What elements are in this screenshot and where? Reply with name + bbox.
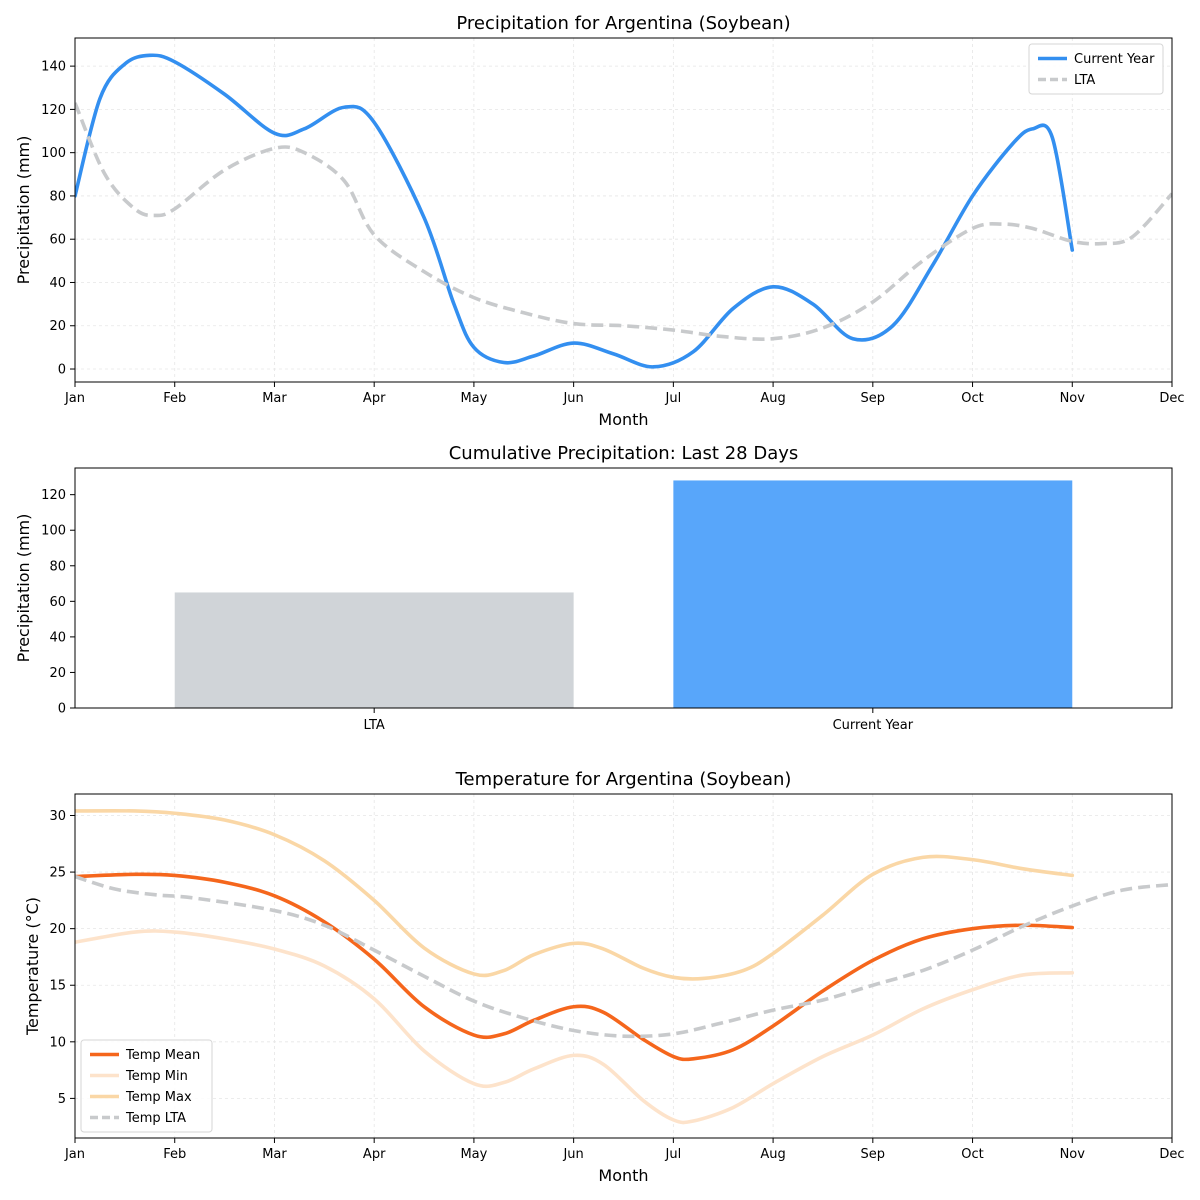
x-tick-label: Mar: [262, 391, 287, 406]
x-tick-label: Current Year: [833, 718, 914, 733]
x-tick-label: Dec: [1159, 391, 1184, 406]
legend-box: [80, 1039, 213, 1133]
x-tick-label: Apr: [363, 391, 386, 406]
legend: Temp Mean Temp Min Temp Max Temp LTA: [80, 1039, 213, 1133]
x-tick-label: Nov: [1060, 391, 1086, 406]
x-tick-label: Feb: [163, 1147, 186, 1162]
grid-lines: [74, 38, 1173, 382]
x-tick-label: Jan: [64, 1147, 85, 1162]
y-tick-label: 60: [49, 595, 66, 610]
x-tick-label: Apr: [363, 1147, 386, 1162]
series-line-lta: [75, 102, 1172, 342]
x-tick-label: Mar: [262, 1147, 287, 1162]
x-tick-label: Aug: [760, 1147, 785, 1162]
x-tick-label: Feb: [163, 391, 186, 406]
y-tick-label: 80: [49, 189, 66, 204]
legend-box: [1028, 43, 1164, 95]
series-line-current-year: [75, 53, 1075, 369]
y-tick-label: 100: [41, 524, 66, 539]
y-tick-label: 30: [49, 809, 66, 824]
x-tick-label: Dec: [1159, 1147, 1184, 1162]
series-group: [75, 53, 1172, 369]
x-tick-label: Oct: [961, 1147, 983, 1162]
x-tick-label: Jun: [562, 1147, 583, 1162]
x-axis-label: Month: [598, 1166, 648, 1185]
y-tick-label: 0: [58, 363, 66, 378]
plot-frame: [74, 467, 1173, 709]
y-tick-label: 120: [41, 488, 66, 503]
y-tick-label: 25: [49, 866, 66, 881]
legend-label: Current Year: [1074, 52, 1155, 67]
y-tick-label: 40: [49, 630, 66, 645]
x-axis-label: Month: [598, 410, 648, 429]
y-tick-label: 15: [49, 979, 66, 994]
y-tick-label: 20: [49, 922, 66, 937]
legend-label: Temp Max: [125, 1090, 192, 1105]
legend: Current Year LTA: [1028, 43, 1164, 95]
series-group: [75, 809, 1172, 1125]
x-tick-label: Jul: [665, 1147, 682, 1162]
y-tick-label: 120: [41, 103, 66, 118]
x-tick-label: Jun: [562, 391, 583, 406]
y-tick-label: 5: [58, 1092, 66, 1107]
series-line-temp-max: [75, 809, 1075, 981]
legend-label: Temp Mean: [125, 1048, 200, 1063]
x-tick-label: LTA: [364, 718, 385, 733]
x-tick-label: Jan: [64, 391, 85, 406]
x-tick-label: May: [460, 391, 487, 406]
y-tick-label: 60: [49, 233, 66, 248]
bar-current-year: [673, 480, 1073, 708]
bar-lta: [174, 592, 574, 708]
y-tick-label: 10: [49, 1035, 66, 1050]
series-line-temp-mean: [75, 872, 1075, 1062]
legend-label: Temp LTA: [125, 1111, 186, 1126]
legend-label: LTA: [1074, 73, 1095, 88]
x-tick-label: Nov: [1060, 1147, 1086, 1162]
x-tick-label: May: [460, 1147, 487, 1162]
chart-title: Precipitation for Argentina (Soybean): [456, 13, 790, 34]
x-tick-label: Sep: [861, 1147, 886, 1162]
y-tick-label: 100: [41, 146, 66, 161]
x-tick-label: Jul: [665, 391, 682, 406]
plot-frame: [74, 37, 1173, 383]
grid-lines: [74, 794, 1173, 1138]
y-tick-label: 0: [58, 702, 66, 717]
y-tick-label: 20: [49, 319, 66, 334]
y-tick-label: 140: [41, 60, 66, 75]
x-tick-label: Aug: [760, 391, 785, 406]
y-axis-label: Precipitation (mm): [14, 514, 33, 663]
y-axis-label: Temperature (°C): [23, 897, 42, 1036]
plot-frame: [74, 793, 1173, 1139]
series-line-temp-lta: [75, 874, 1172, 1039]
y-axis-label: Precipitation (mm): [14, 136, 33, 285]
chart-title: Temperature for Argentina (Soybean): [455, 769, 792, 790]
series-line-temp-min: [75, 929, 1075, 1125]
x-tick-label: Sep: [861, 391, 886, 406]
y-tick-label: 80: [49, 559, 66, 574]
y-tick-label: 40: [49, 276, 66, 291]
legend-label: Temp Min: [125, 1069, 188, 1084]
y-tick-label: 20: [49, 666, 66, 681]
chart-title: Cumulative Precipitation: Last 28 Days: [449, 443, 799, 464]
x-tick-label: Oct: [961, 391, 983, 406]
